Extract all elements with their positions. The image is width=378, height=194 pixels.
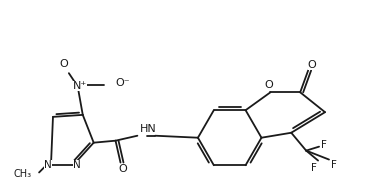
Text: N⁺: N⁺	[73, 81, 87, 91]
Text: O: O	[118, 165, 127, 174]
Text: O⁻: O⁻	[116, 78, 130, 88]
Text: F: F	[331, 159, 337, 170]
Text: O: O	[264, 80, 273, 90]
Text: O: O	[308, 60, 316, 69]
Text: F: F	[321, 140, 327, 150]
Text: HN: HN	[140, 124, 157, 134]
Text: N: N	[44, 159, 52, 170]
Text: CH₃: CH₃	[13, 169, 31, 179]
Text: O: O	[59, 59, 68, 69]
Text: F: F	[311, 164, 317, 173]
Text: N: N	[73, 159, 81, 170]
